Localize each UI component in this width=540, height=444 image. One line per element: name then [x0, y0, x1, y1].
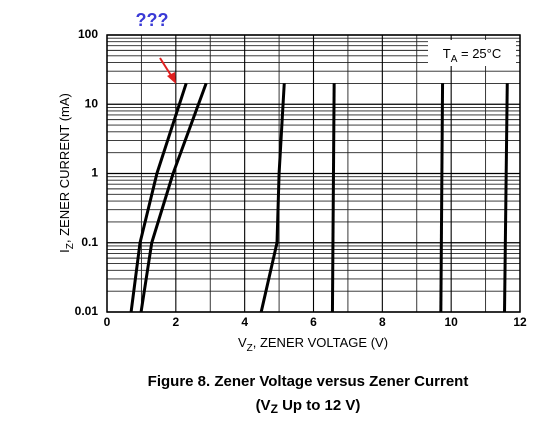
- zener-curve: [439, 83, 445, 313]
- x-tick-label: 0: [104, 315, 111, 329]
- condition-label: TA = 25°C: [443, 46, 502, 64]
- x-axis-symbol: V: [238, 335, 247, 350]
- zener-curve: [129, 82, 188, 313]
- y-tick-label: 10: [85, 96, 99, 110]
- x-axis-label: VZ, ZENER VOLTAGE (V): [238, 335, 388, 353]
- x-tick-label: 4: [241, 315, 248, 329]
- y-tick-label: 100: [78, 27, 98, 41]
- condition-subscript: A: [451, 54, 458, 65]
- caption-line-1: Figure 8. Zener Voltage versus Zener Cur…: [148, 373, 469, 390]
- y-axis-label: IZ, ZENER CURRENT (mA): [57, 93, 75, 253]
- y-tick-label: 1: [91, 166, 98, 180]
- condition-box: [428, 40, 516, 66]
- caption-line-2: (VZ Up to 12 V): [256, 397, 361, 416]
- caption-after: Up to 12 V): [278, 397, 361, 414]
- x-tick-label: 12: [513, 315, 527, 329]
- condition-symbol: T: [443, 46, 451, 61]
- zener-curve: [139, 82, 208, 313]
- curves: [129, 82, 509, 313]
- y-tick-label: 0.01: [75, 304, 99, 318]
- x-tick-label: 8: [379, 315, 386, 329]
- annotation: ???: [136, 10, 169, 30]
- caption-before: (V: [256, 397, 271, 414]
- y-axis-symbol: I: [57, 249, 72, 253]
- annotation-arrow: [159, 57, 173, 78]
- x-tick-label: 6: [310, 315, 317, 329]
- y-axis-subscript: Z: [65, 243, 76, 249]
- y-axis-text: , ZENER CURRENT (mA): [57, 93, 72, 243]
- zener-curve: [330, 83, 336, 313]
- caption-subscript: Z: [271, 402, 278, 416]
- zener-curve: [259, 83, 286, 313]
- x-tick-label: 10: [444, 315, 458, 329]
- x-tick-label: 2: [172, 315, 179, 329]
- x-axis-subscript: Z: [247, 343, 253, 354]
- y-tick-label: 0.1: [81, 235, 98, 249]
- plot-frame: [106, 34, 521, 313]
- condition-text: = 25°C: [457, 46, 501, 61]
- zener-curve: [503, 83, 509, 313]
- annotation-arrowhead: [167, 72, 176, 84]
- grid: [106, 34, 521, 313]
- x-axis-text: , ZENER VOLTAGE (V): [253, 335, 388, 350]
